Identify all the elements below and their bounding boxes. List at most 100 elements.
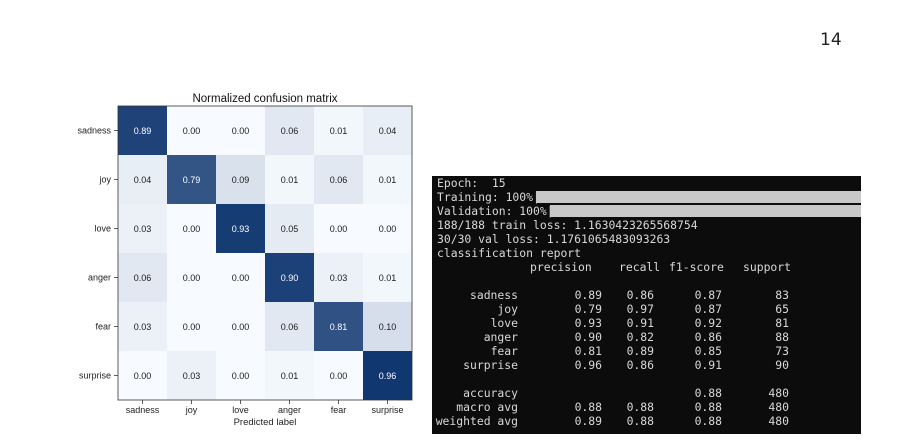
cell-value-label: 0.89: [134, 126, 152, 136]
report-cell-label: sadness: [469, 288, 518, 302]
val-loss-line: 30/30 val loss: 1.1761065483093263: [437, 232, 671, 246]
page-number: 14: [820, 30, 842, 50]
heatmap-cell: [167, 204, 216, 253]
y-tick-label: love: [94, 224, 111, 234]
plot-frame: [117, 105, 413, 401]
report-cell-precision: 0.88: [574, 400, 602, 414]
cell-value-label: 0.01: [330, 126, 348, 136]
heatmap-cell: [314, 106, 363, 155]
heatmap-cell: [216, 155, 265, 204]
report-cell-label: macro avg: [456, 400, 518, 414]
report-cell-support: 480: [768, 414, 789, 428]
report-cell-label: accuracy: [463, 386, 518, 400]
report-cell-f1: 0.88: [694, 386, 722, 400]
report-cell-precision: 0.89: [574, 288, 602, 302]
heatmap-cell: [265, 204, 314, 253]
cell-value-label: 0.00: [330, 224, 348, 234]
cell-value-label: 0.00: [232, 322, 250, 332]
cell-value-label: 0.00: [232, 371, 250, 381]
x-tick-label: sadness: [126, 405, 160, 415]
report-cell-precision: 0.93: [574, 316, 602, 330]
cell-value-label: 0.01: [379, 175, 397, 185]
report-header-row: precision recall f1-score support: [432, 260, 861, 274]
training-progress-bar: [536, 191, 861, 203]
cell-value-label: 0.04: [379, 126, 397, 136]
training-progress-label: Training: 100%|: [437, 190, 540, 204]
report-class-row: fear 0.81 0.89 0.85 73: [432, 344, 861, 358]
report-cell-recall: 0.97: [626, 302, 654, 316]
heatmap-cell: [314, 351, 363, 400]
heatmap-cell: [314, 204, 363, 253]
heatmap-cell: [167, 302, 216, 351]
cell-value-label: 0.00: [183, 224, 201, 234]
confusion-matrix-chart: Normalized confusion matrix 0.89 0.00 0.00…: [77, 93, 413, 428]
report-cell-recall: 0.88: [626, 414, 654, 428]
heatmap-cell: [118, 155, 167, 204]
heatmap-cell: [363, 302, 412, 351]
header-f1-score: f1-score: [669, 260, 724, 274]
heatmap-cell: [216, 204, 265, 253]
heatmap-cell: [167, 253, 216, 302]
heatmap-cell: [363, 155, 412, 204]
heatmap-cell: [118, 351, 167, 400]
x-tick-label: fear: [331, 405, 347, 415]
cell-value-label: 0.03: [134, 322, 152, 332]
heatmap-cell: [118, 106, 167, 155]
x-tick-label: surprise: [371, 405, 403, 415]
heatmap-cell: [314, 253, 363, 302]
cell-value-label: 0.06: [281, 322, 299, 332]
cell-value-label: 0.00: [330, 371, 348, 381]
report-cell-recall: 0.89: [626, 344, 654, 358]
report-cell-f1: 0.91: [694, 358, 722, 372]
cell-value-label: 0.93: [232, 224, 250, 234]
report-class-row: love 0.93 0.91 0.92 81: [432, 316, 861, 330]
cell-value-label: 0.01: [281, 371, 299, 381]
report-cell-label: weighted avg: [435, 414, 518, 428]
terminal-output: Epoch: 15 Training: 100%| Validation: 10…: [432, 176, 861, 434]
report-cell-recall: 0.82: [626, 330, 654, 344]
heatmap-cell: [216, 351, 265, 400]
header-recall: recall: [619, 260, 661, 274]
heatmap-cell: [216, 253, 265, 302]
report-cell-support: 480: [768, 386, 789, 400]
report-cell-f1: 0.87: [694, 288, 722, 302]
report-cell-f1: 0.88: [694, 414, 722, 428]
report-class-row: sadness 0.89 0.86 0.87 83: [432, 288, 861, 302]
cell-value-label: 0.00: [183, 322, 201, 332]
heatmap-cell: [118, 204, 167, 253]
heatmap-cell: [265, 253, 314, 302]
cell-value-label: 0.00: [183, 273, 201, 283]
cell-value-label: 0.09: [232, 175, 250, 185]
report-cell-support: 90: [775, 358, 789, 372]
report-cell-f1: 0.87: [694, 302, 722, 316]
heatmap-cell: [167, 155, 216, 204]
cell-value-label: 0.04: [134, 175, 152, 185]
cell-value-label: 0.01: [281, 175, 299, 185]
heatmap-cell: [118, 302, 167, 351]
cell-value-label: 0.10: [379, 322, 397, 332]
cell-value-label: 0.03: [183, 371, 201, 381]
report-cell-support: 73: [775, 344, 789, 358]
x-tick-label: joy: [185, 405, 198, 415]
header-support: support: [743, 260, 792, 274]
y-tick-label: surprise: [79, 371, 111, 381]
report-title: classification report: [437, 246, 582, 260]
report-summary-row: macro avg 0.88 0.88 0.88 480: [432, 400, 861, 414]
cell-value-label: 0.03: [330, 273, 348, 283]
cell-value-label: 0.06: [281, 126, 299, 136]
report-summary-row: weighted avg 0.89 0.88 0.88 480: [432, 414, 861, 428]
cell-value-label: 0.00: [379, 224, 397, 234]
y-tick-label: anger: [88, 273, 111, 283]
heatmap-cell: [265, 351, 314, 400]
report-class-row: anger 0.90 0.82 0.86 88: [432, 330, 861, 344]
heatmap-cell: [265, 302, 314, 351]
report-cell-precision: 0.79: [574, 302, 602, 316]
report-cell-support: 65: [775, 302, 789, 316]
report-cell-support: 480: [768, 400, 789, 414]
train-loss-line: 188/188 train loss: 1.1630423265568754: [437, 218, 698, 232]
heatmap-cell: [167, 351, 216, 400]
report-class-row: surprise 0.96 0.86 0.91 90: [432, 358, 861, 372]
cell-value-label: 0.00: [183, 126, 201, 136]
report-cell-recall: 0.86: [626, 288, 654, 302]
report-cell-f1: 0.85: [694, 344, 722, 358]
